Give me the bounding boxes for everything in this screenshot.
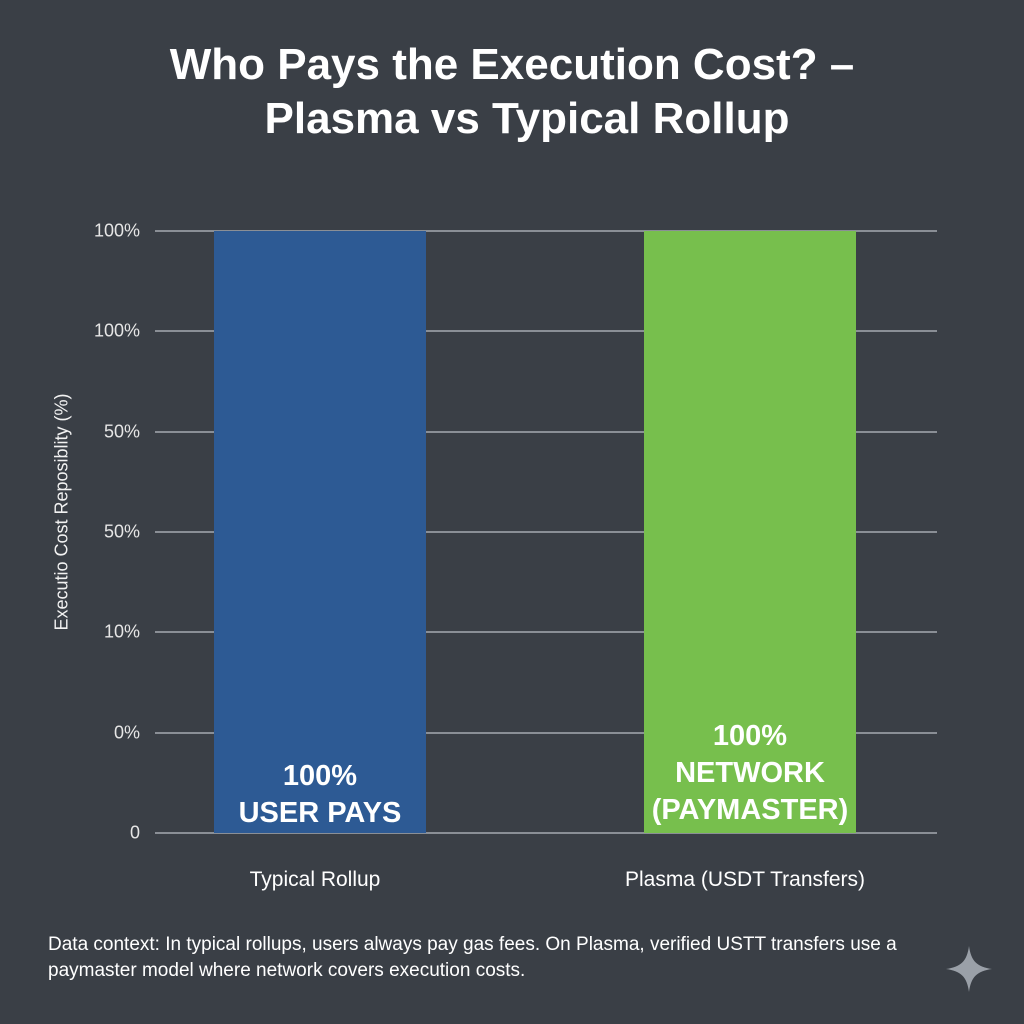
bar-label-line: 100%: [282, 760, 358, 792]
grid-line: [155, 731, 937, 734]
y-tick-label: 0: [129, 822, 140, 843]
grid-line: [155, 330, 937, 333]
bar-0: [214, 231, 426, 833]
y-tick-label: 50%: [103, 521, 140, 542]
bar-label-line: (PAYMASTER): [651, 794, 849, 826]
grid-line: [155, 430, 937, 433]
bar-label-line: 100%: [712, 720, 788, 752]
sparkle-icon: [946, 946, 992, 992]
y-tick-label: 50%: [103, 421, 140, 442]
y-tick-label: 100%: [93, 320, 140, 341]
y-tick-label: 10%: [103, 621, 140, 642]
bar-1: [644, 231, 856, 833]
bar-label-1: 100% NETWORK (PAYMASTER): [620, 718, 880, 829]
grid-line: [155, 531, 937, 533]
x-category-label: Typical Rollup: [249, 868, 381, 891]
grid-line: [155, 230, 937, 232]
bar-label-line: NETWORK: [675, 757, 825, 789]
footnote: Data context: In typical rollups, users …: [48, 934, 897, 981]
title-line-2: Plasma vs Typical Rollup: [264, 94, 790, 143]
chart-title: Who Pays the Execution Cost? – Plasma vs…: [0, 38, 1024, 146]
grid-line: [155, 832, 937, 834]
bar-label-0: 100% USER PAYS: [190, 758, 450, 832]
y-tick-label: 100%: [93, 220, 140, 241]
title-line-1: Who Pays the Execution Cost? –: [169, 40, 855, 89]
y-tick-label: 0%: [113, 722, 140, 743]
grid-line: [155, 631, 937, 634]
y-axis-label: Executio Cost Reposiblity (%): [51, 393, 72, 631]
x-category-label: Plasma (USDT Transfers): [625, 868, 865, 891]
bar-label-line: USER PAYS: [238, 797, 402, 829]
